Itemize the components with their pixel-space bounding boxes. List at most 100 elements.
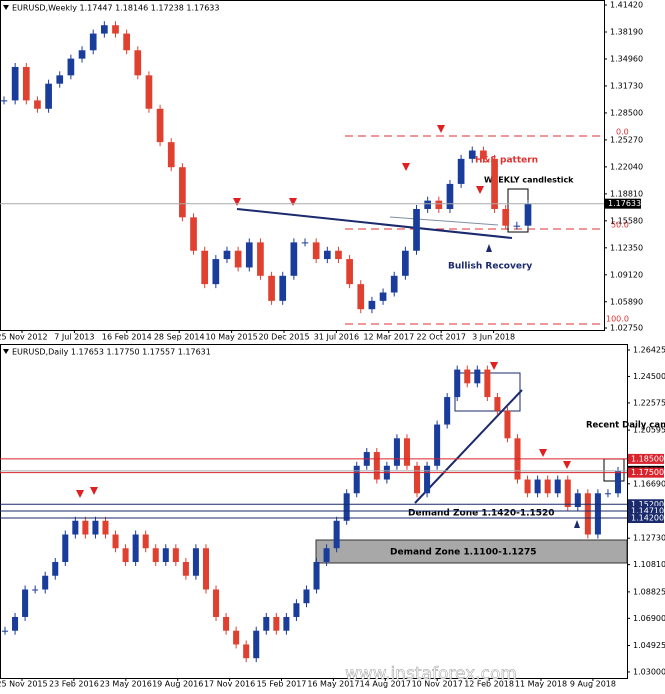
neckline <box>389 216 499 226</box>
level-tag <box>605 198 641 209</box>
x-tick-label: 16 May 2017 <box>307 680 359 689</box>
arrow <box>90 487 98 495</box>
y-tick-label: 1.22575 <box>633 398 665 407</box>
candle-body <box>544 479 551 494</box>
arrow <box>437 125 445 133</box>
candle-body <box>233 630 240 645</box>
candle-body <box>614 470 622 494</box>
candle-body <box>279 275 287 301</box>
candle-body <box>273 616 280 631</box>
candle-body <box>102 520 109 535</box>
y-tick-label: 1.22040 <box>610 162 643 171</box>
candle-body <box>424 200 432 209</box>
level-label: 1.15200 <box>631 500 664 509</box>
candle-body <box>223 250 231 260</box>
candle-body <box>234 250 242 268</box>
panel-header: EURUSD,Weekly 1.17447 1.18146 1.17238 1.… <box>12 4 219 13</box>
candle-body <box>245 242 253 268</box>
candle-body <box>502 208 510 226</box>
candle-body <box>78 50 86 59</box>
candle-body <box>513 225 521 227</box>
candle-body <box>32 589 39 591</box>
fib-label: 50.0 <box>611 221 629 230</box>
level-tag <box>628 453 664 464</box>
candle-body <box>45 83 52 109</box>
candle-body <box>491 158 498 209</box>
pattern-label: H&S pattern <box>475 156 538 166</box>
candle-body <box>312 242 320 260</box>
top-frame <box>0 0 605 331</box>
candle-body <box>604 493 611 495</box>
candle-body <box>335 250 342 260</box>
candle-body <box>357 284 365 310</box>
candle-body <box>22 589 29 617</box>
candle-body <box>134 50 142 76</box>
header-marker <box>3 5 9 10</box>
candle-body <box>402 250 409 276</box>
candle-body <box>192 548 199 576</box>
candle-body <box>444 397 451 425</box>
candle-body <box>167 142 175 168</box>
x-tick-label: 19 Aug 2016 <box>152 680 203 689</box>
y-tick-label: 1.28500 <box>610 108 643 117</box>
y-tick-label: 1.25270 <box>610 135 643 144</box>
candle-body <box>62 534 69 562</box>
level-tag <box>628 513 664 524</box>
level-label: 1.18500 <box>631 454 664 463</box>
fib-label: 0.0 <box>616 128 629 137</box>
y-tick-label: 1.03000 <box>633 667 665 676</box>
candle-body <box>0 100 8 102</box>
candle-body <box>243 644 250 659</box>
x-tick-label: 25 Nov 2015 <box>0 680 48 689</box>
candle-body <box>12 616 19 631</box>
candle-body <box>414 465 421 494</box>
y-tick-label: 1.34960 <box>610 54 643 63</box>
candle-body <box>290 242 298 276</box>
daily-label: Recent Daily candlesticks <box>586 421 665 431</box>
x-tick-label: 9 Aug 2018 <box>570 680 616 689</box>
candle-body <box>1 630 9 632</box>
candle-body <box>123 33 130 51</box>
x-tick-label: 22 Oct 2017 <box>416 333 465 342</box>
x-tick-label: 11 May 2018 <box>515 680 567 689</box>
candle-body <box>484 369 491 398</box>
x-tick-label: 28 Sep 2014 <box>154 333 205 342</box>
x-tick-label: 15 Feb 2017 <box>257 680 307 689</box>
candle-body <box>353 465 360 494</box>
candle-body <box>494 397 501 411</box>
candle-body <box>92 520 99 535</box>
y-tick-label: 1.12350 <box>610 243 643 252</box>
candle-body <box>42 575 49 590</box>
arrow <box>76 490 84 498</box>
candle-body <box>156 108 164 143</box>
candle-body <box>413 208 420 251</box>
candle-body <box>301 242 309 244</box>
candle-body <box>67 58 75 76</box>
candle-body <box>323 250 331 260</box>
y-tick-label: 1.24500 <box>633 372 665 381</box>
candle-body <box>201 250 209 285</box>
arrows <box>76 125 571 498</box>
candle-body <box>283 616 290 631</box>
candle-body <box>213 589 220 617</box>
candle-body <box>474 369 481 384</box>
y-tick-label: 1.20595 <box>633 426 665 435</box>
demand-zone <box>315 539 628 564</box>
candle-body <box>524 203 532 226</box>
panel-header: EURUSD,Daily 1.17653 1.17750 1.17557 1.1… <box>12 348 211 357</box>
candle-body <box>52 561 59 576</box>
candle-body <box>172 548 179 562</box>
arrow <box>490 362 498 370</box>
candle-body <box>56 75 64 84</box>
candle-body <box>393 438 400 466</box>
recovery-label: Bullish Recovery <box>448 262 532 272</box>
level-label: 1.17633 <box>608 199 641 208</box>
candle-body <box>435 200 443 209</box>
level-tag <box>628 506 664 516</box>
x-tick-label: 16 Feb 2014 <box>102 333 152 342</box>
level-label: 1.14710 <box>631 507 664 516</box>
candle-body <box>303 589 310 604</box>
candle-body <box>343 493 350 521</box>
candle-body <box>457 158 465 184</box>
top-annotations <box>345 135 604 325</box>
